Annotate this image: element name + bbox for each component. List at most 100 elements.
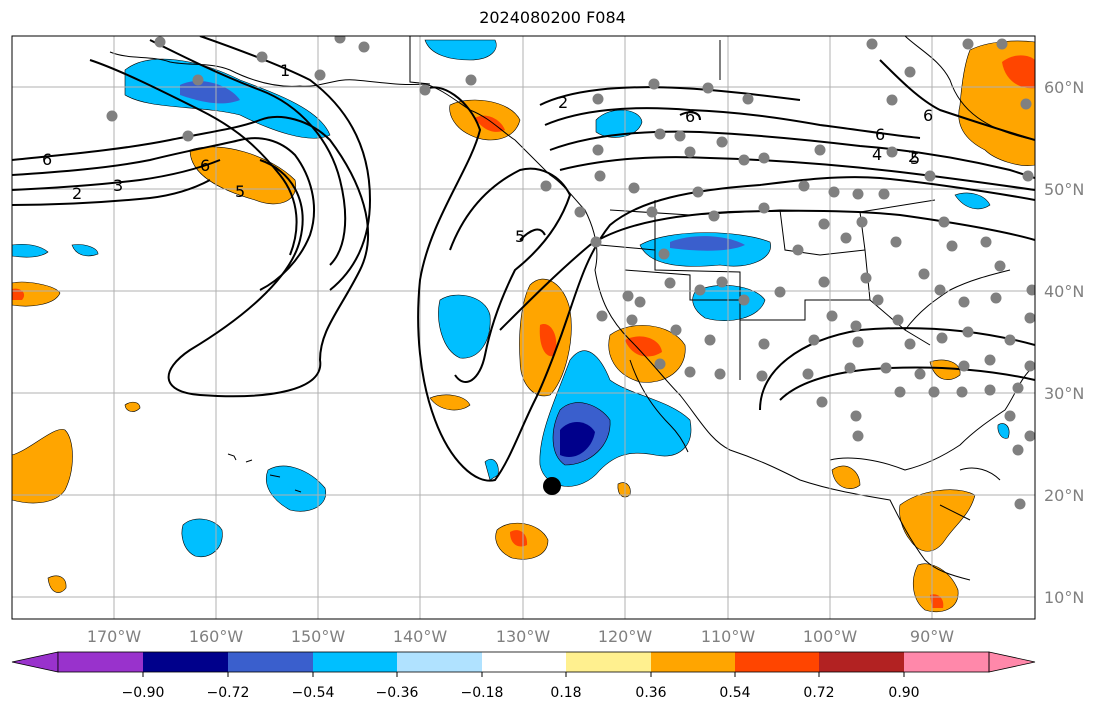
station-dot [1024,360,1035,372]
colorbar-tick-label: −0.18 [461,685,504,701]
station-dot [684,366,696,378]
lon-label: 120°W [598,627,653,646]
contour-label: 2 [558,93,568,112]
station-dot [1024,312,1035,324]
station-dot [692,186,704,198]
station-dot [852,336,864,348]
contour-label: 5 [910,149,920,168]
station-dot [928,386,940,398]
station-dot [154,36,166,48]
station-dot [670,324,682,336]
station-dot [828,186,840,198]
station-dot [1004,410,1016,422]
station-dot [714,368,726,380]
station-dot [880,362,892,374]
station-dot [716,276,728,288]
station-dot [802,368,814,380]
station-dot [182,130,194,142]
station-dot [758,152,770,164]
station-dot [852,188,864,200]
lat-label: 20°N [1044,486,1084,505]
lat-label: 30°N [1044,384,1084,403]
lon-label: 90°W [910,627,954,646]
colorbar-tick-label: −0.72 [207,685,250,701]
station-dot [596,310,608,322]
colorbar-segment [566,652,651,672]
station-dot [844,362,856,374]
station-dot [918,268,930,280]
station-dot [990,292,1002,304]
station-dot [894,386,906,398]
station-dot [702,82,714,94]
station-dot [358,41,370,53]
contour-label: 1 [280,61,290,80]
colorbar-tick-label: 0.90 [888,685,919,701]
lon-label: 140°W [393,627,448,646]
contour-label: 4 [872,145,882,164]
contour-label: 3 [113,176,123,195]
colorbar-segment [58,652,143,672]
station-dot [634,296,646,308]
station-dot [994,260,1006,272]
colorbar-segment [651,652,735,672]
station-dot [860,272,872,284]
station-dot [594,170,606,182]
station-dot [192,74,204,86]
station-dot [742,93,754,105]
station-dot [1014,498,1026,510]
station-dot [704,334,716,346]
station-dot [592,93,604,105]
station-dot [256,51,268,63]
colorbar-segment [397,652,482,672]
station-dot [465,74,477,86]
station-dot [808,334,820,346]
station-dot [818,218,830,230]
station-dot [758,202,770,214]
station-dot [628,182,640,194]
contour-label-group: 1 2 2 3 5 6 6 5 2 6 6 5 6 4 [42,61,933,246]
colorbar-segment [228,652,313,672]
station-dot [980,236,992,248]
station-dot [626,314,638,326]
lat-label: 60°N [1044,78,1084,97]
station-dot [592,144,604,156]
station-dot [798,180,810,192]
station-dot [826,310,838,322]
station-dot [419,84,431,96]
colorbar: −0.90 −0.72 −0.54 −0.36 −0.18 0.18 0.36 … [11,651,1036,701]
station-dot [958,360,970,372]
contour-label: 6 [923,106,933,125]
lon-label: 170°W [87,627,142,646]
station-dot [984,384,996,396]
colorbar-tick-label: −0.90 [122,685,165,701]
station-dot [658,248,670,260]
station-dot [892,314,904,326]
longitude-labels: 170°W 160°W 150°W 140°W 130°W 120°W 110°… [87,627,954,646]
station-dot [850,320,862,332]
station-dot [708,210,720,222]
station-dot [856,216,868,228]
station-dot [878,188,890,200]
station-dot [654,358,666,370]
lat-label: 40°N [1044,282,1084,301]
station-dot [1020,98,1032,110]
colorbar-tick-label: 0.54 [719,685,750,701]
colorbar-tick-label: −0.54 [292,685,335,701]
station-dot [756,370,768,382]
station-dot [684,146,696,158]
colorbar-tick-label: 0.36 [635,685,666,701]
colorbar-tick-label: 0.18 [550,685,581,701]
colorbar-tick-label: 0.72 [803,685,834,701]
station-dot [914,368,926,380]
station-dot [866,38,878,50]
station-dot [840,232,852,244]
colorbar-segment [482,652,566,672]
lat-label: 50°N [1044,180,1084,199]
station-dot [1022,170,1034,182]
lat-label: 10°N [1044,588,1084,607]
station-dot [1004,334,1016,346]
station-dot [738,294,750,306]
contour-label: 5 [515,227,525,246]
station-dot [886,94,898,106]
